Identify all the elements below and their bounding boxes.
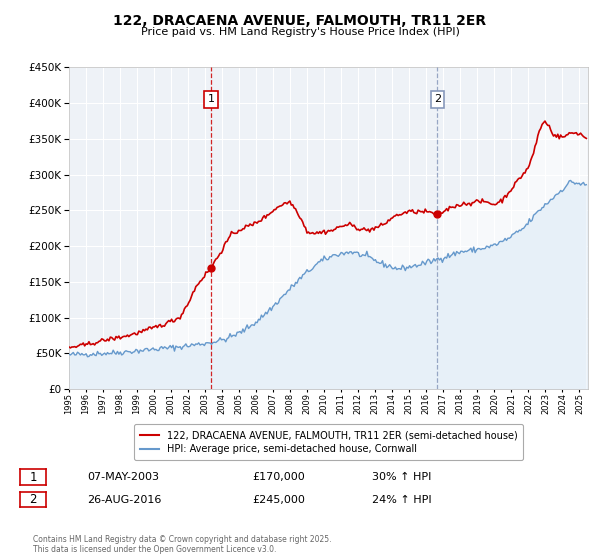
Text: Contains HM Land Registry data © Crown copyright and database right 2025.
This d: Contains HM Land Registry data © Crown c… bbox=[33, 535, 331, 554]
Text: 122, DRACAENA AVENUE, FALMOUTH, TR11 2ER: 122, DRACAENA AVENUE, FALMOUTH, TR11 2ER bbox=[113, 14, 487, 28]
Legend: 122, DRACAENA AVENUE, FALMOUTH, TR11 2ER (semi-detached house), HPI: Average pri: 122, DRACAENA AVENUE, FALMOUTH, TR11 2ER… bbox=[134, 424, 523, 460]
Text: 2: 2 bbox=[434, 95, 441, 104]
Text: 07-MAY-2003: 07-MAY-2003 bbox=[87, 472, 159, 482]
Text: 2: 2 bbox=[29, 493, 37, 506]
Text: £170,000: £170,000 bbox=[252, 472, 305, 482]
Text: 26-AUG-2016: 26-AUG-2016 bbox=[87, 494, 161, 505]
Text: Price paid vs. HM Land Registry's House Price Index (HPI): Price paid vs. HM Land Registry's House … bbox=[140, 27, 460, 37]
Text: £245,000: £245,000 bbox=[252, 494, 305, 505]
Text: 24% ↑ HPI: 24% ↑ HPI bbox=[372, 494, 431, 505]
Text: 1: 1 bbox=[208, 95, 215, 104]
Text: 1: 1 bbox=[29, 470, 37, 484]
Text: 30% ↑ HPI: 30% ↑ HPI bbox=[372, 472, 431, 482]
